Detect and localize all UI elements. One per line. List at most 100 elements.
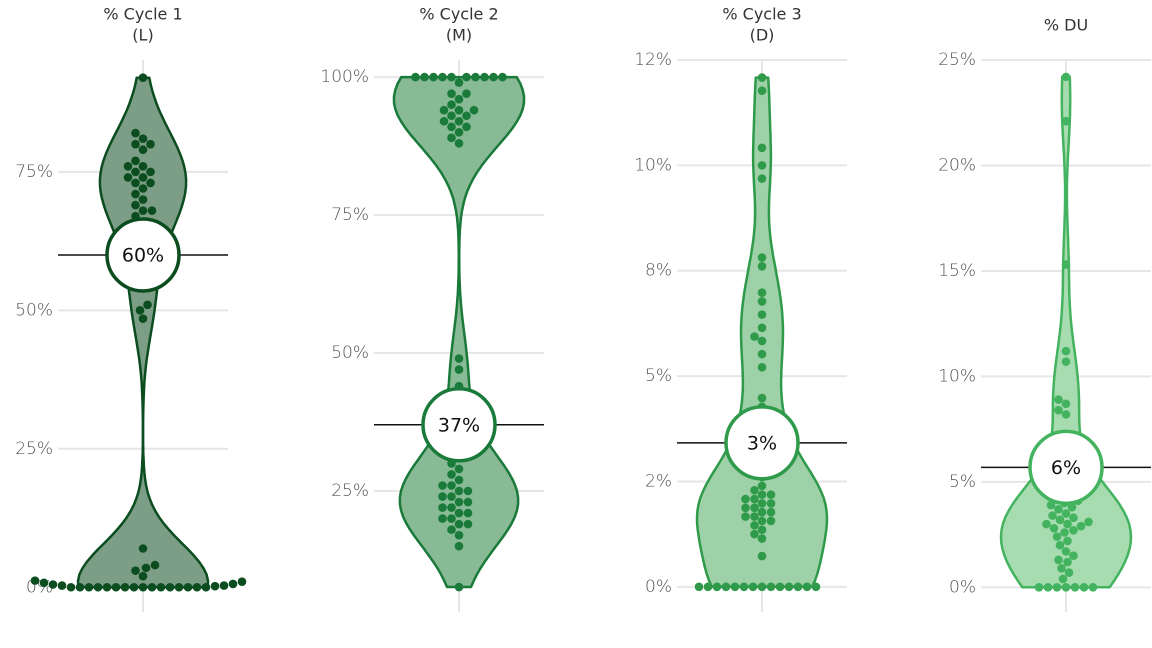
data-point <box>447 503 456 512</box>
data-point <box>131 167 140 177</box>
data-point <box>469 105 479 115</box>
data-point <box>146 178 155 188</box>
y-tick-label: 10% <box>938 366 976 386</box>
data-point <box>757 499 767 508</box>
data-point <box>138 184 148 193</box>
data-point <box>1048 511 1057 520</box>
y-tick-label: 100% <box>320 67 369 87</box>
data-point <box>447 100 456 110</box>
data-point <box>1061 346 1071 356</box>
data-point <box>1052 583 1062 592</box>
data-point <box>447 481 456 490</box>
y-tick-label: 25% <box>15 439 53 459</box>
data-point <box>39 578 49 588</box>
data-point <box>730 582 740 592</box>
data-point <box>138 544 148 553</box>
data-point <box>454 497 464 507</box>
data-point <box>138 73 148 83</box>
data-point <box>757 323 767 333</box>
data-point <box>471 72 480 82</box>
y-tick-label: 0% <box>26 577 53 597</box>
data-point <box>757 310 767 319</box>
data-point <box>147 582 157 592</box>
data-point <box>1058 574 1068 584</box>
data-point <box>712 582 722 592</box>
data-point <box>439 105 449 115</box>
data-point <box>694 582 704 592</box>
data-point <box>131 566 140 575</box>
data-point <box>1055 540 1065 550</box>
data-point <box>454 464 464 474</box>
data-point <box>1061 260 1071 269</box>
y-tick-label: 0% <box>949 577 976 597</box>
data-point <box>454 105 464 115</box>
data-point <box>757 363 767 372</box>
data-point <box>156 582 166 592</box>
data-point <box>447 122 456 132</box>
data-point <box>138 582 148 592</box>
data-point <box>741 503 750 513</box>
data-point <box>766 582 776 592</box>
data-point <box>757 262 767 271</box>
data-point <box>438 514 447 523</box>
y-tick-label: 20% <box>938 155 976 175</box>
data-point <box>741 494 750 504</box>
y-tick-label: 12% <box>634 50 672 70</box>
data-point <box>1063 557 1072 567</box>
reference-badge <box>421 387 497 463</box>
data-point <box>438 492 447 501</box>
data-point <box>1069 513 1078 523</box>
data-point <box>757 86 767 96</box>
data-point <box>1054 504 1063 514</box>
data-point <box>131 189 140 199</box>
data-point <box>784 582 794 592</box>
data-point <box>138 314 148 323</box>
data-point <box>1055 515 1065 525</box>
data-point <box>1088 583 1098 592</box>
data-point <box>462 111 471 121</box>
data-point <box>489 72 498 82</box>
data-point <box>438 481 447 490</box>
data-point <box>1061 547 1071 556</box>
data-point <box>1061 116 1071 126</box>
y-tick-label: 25% <box>331 481 369 501</box>
data-point <box>741 512 750 521</box>
data-point <box>750 521 759 530</box>
panel-subtitle: (M) <box>446 26 472 45</box>
data-point <box>1064 568 1074 577</box>
data-point <box>454 365 464 374</box>
panel: % Cycle 1 (L) 0% 25% 50% 75% 60% <box>15 5 247 612</box>
data-point <box>1052 532 1062 542</box>
y-tick-label: 15% <box>938 261 976 281</box>
data-point <box>454 486 464 496</box>
data-point <box>219 581 229 590</box>
data-point <box>454 94 464 104</box>
data-point <box>1043 583 1053 592</box>
data-point <box>462 72 471 82</box>
data-point <box>750 485 759 495</box>
data-point <box>135 306 145 315</box>
data-point <box>48 580 58 589</box>
data-point <box>793 582 803 592</box>
reference-label: 3% <box>747 432 777 454</box>
data-point <box>111 582 121 592</box>
reference-badge <box>105 217 181 293</box>
panel-title: % Cycle 1 <box>103 5 182 24</box>
data-point <box>146 139 155 149</box>
data-point <box>438 503 447 512</box>
data-point <box>131 139 140 149</box>
data-point <box>1060 528 1069 537</box>
data-point <box>454 475 464 485</box>
data-point <box>411 72 420 82</box>
data-point <box>1054 405 1063 415</box>
data-point <box>757 507 767 517</box>
data-point <box>228 579 238 589</box>
panel: % DU 0% 5% 10% 15% 20% 25% 6% <box>938 16 1151 612</box>
data-point <box>1054 395 1063 404</box>
data-point <box>802 582 812 592</box>
data-point <box>750 332 759 341</box>
y-tick-label: 5% <box>645 366 672 386</box>
panel-subtitle: (D) <box>750 26 775 45</box>
y-tick-label: 5% <box>949 472 976 492</box>
